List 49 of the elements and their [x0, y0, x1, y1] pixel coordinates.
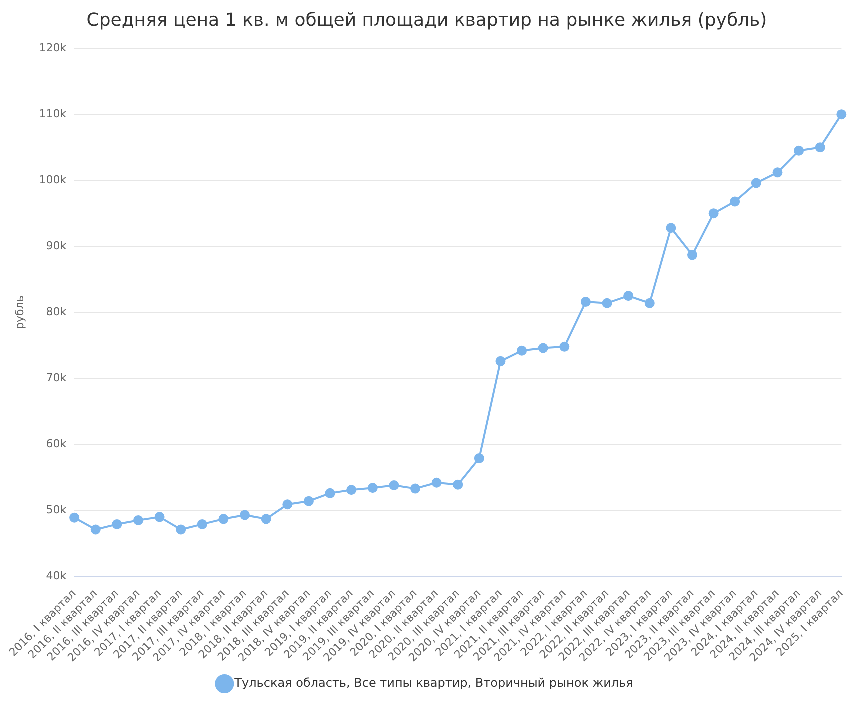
- point: [538, 343, 548, 354]
- point: [794, 146, 804, 156]
- point: [304, 496, 314, 506]
- point: [644, 298, 655, 308]
- point: [282, 500, 293, 510]
- point: [708, 208, 719, 219]
- point: [218, 514, 229, 524]
- point: [836, 110, 847, 120]
- point: [453, 480, 464, 490]
- point: [580, 297, 591, 308]
- point: [666, 223, 676, 234]
- y-tick-label: 70k: [46, 371, 68, 384]
- y-tick-label: 110k: [39, 107, 68, 120]
- y-tick-label: 100k: [39, 173, 68, 186]
- point: [133, 515, 144, 526]
- y-tick-label: 50k: [46, 503, 68, 516]
- point: [368, 483, 378, 494]
- point: [410, 484, 420, 494]
- point: [325, 488, 336, 498]
- point: [730, 196, 740, 207]
- point: [602, 298, 612, 308]
- point: [90, 524, 101, 535]
- y-tick-label: 90k: [46, 239, 68, 252]
- y-tick-label: 60k: [46, 437, 68, 450]
- y-tick-label: 80k: [46, 305, 68, 318]
- point: [389, 480, 400, 491]
- chart-title: Средняя цена 1 кв. м общей площади квартир на рынке жилья (рубль): [86, 10, 768, 33]
- point: [154, 512, 165, 522]
- point: [496, 356, 506, 366]
- point: [815, 142, 826, 153]
- point: [751, 178, 762, 188]
- legend-label: Тульская область, Все типы квартир, Вторичный рынок жилья: [234, 676, 634, 690]
- y-axis-title: рубль: [13, 296, 26, 330]
- point: [772, 168, 783, 178]
- y-tick-label: 40k: [46, 569, 68, 582]
- point: [474, 453, 484, 464]
- point: [432, 478, 442, 488]
- point: [517, 346, 528, 356]
- point: [197, 519, 208, 530]
- y-tick-label: 120k: [39, 41, 68, 54]
- point: [70, 512, 80, 523]
- point: [240, 510, 250, 520]
- point: [560, 342, 570, 352]
- point: [176, 524, 186, 535]
- point: [624, 291, 634, 302]
- point: [346, 485, 357, 496]
- point: [688, 250, 698, 260]
- point: [112, 519, 122, 530]
- point: [261, 514, 272, 524]
